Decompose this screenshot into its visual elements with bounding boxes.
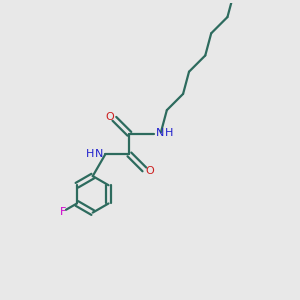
Text: F: F [60, 207, 66, 217]
Text: H: H [86, 149, 94, 159]
Text: O: O [105, 112, 114, 122]
Text: O: O [145, 166, 154, 176]
Text: N: N [94, 149, 103, 159]
Text: H: H [165, 128, 173, 138]
Text: N: N [156, 128, 164, 138]
